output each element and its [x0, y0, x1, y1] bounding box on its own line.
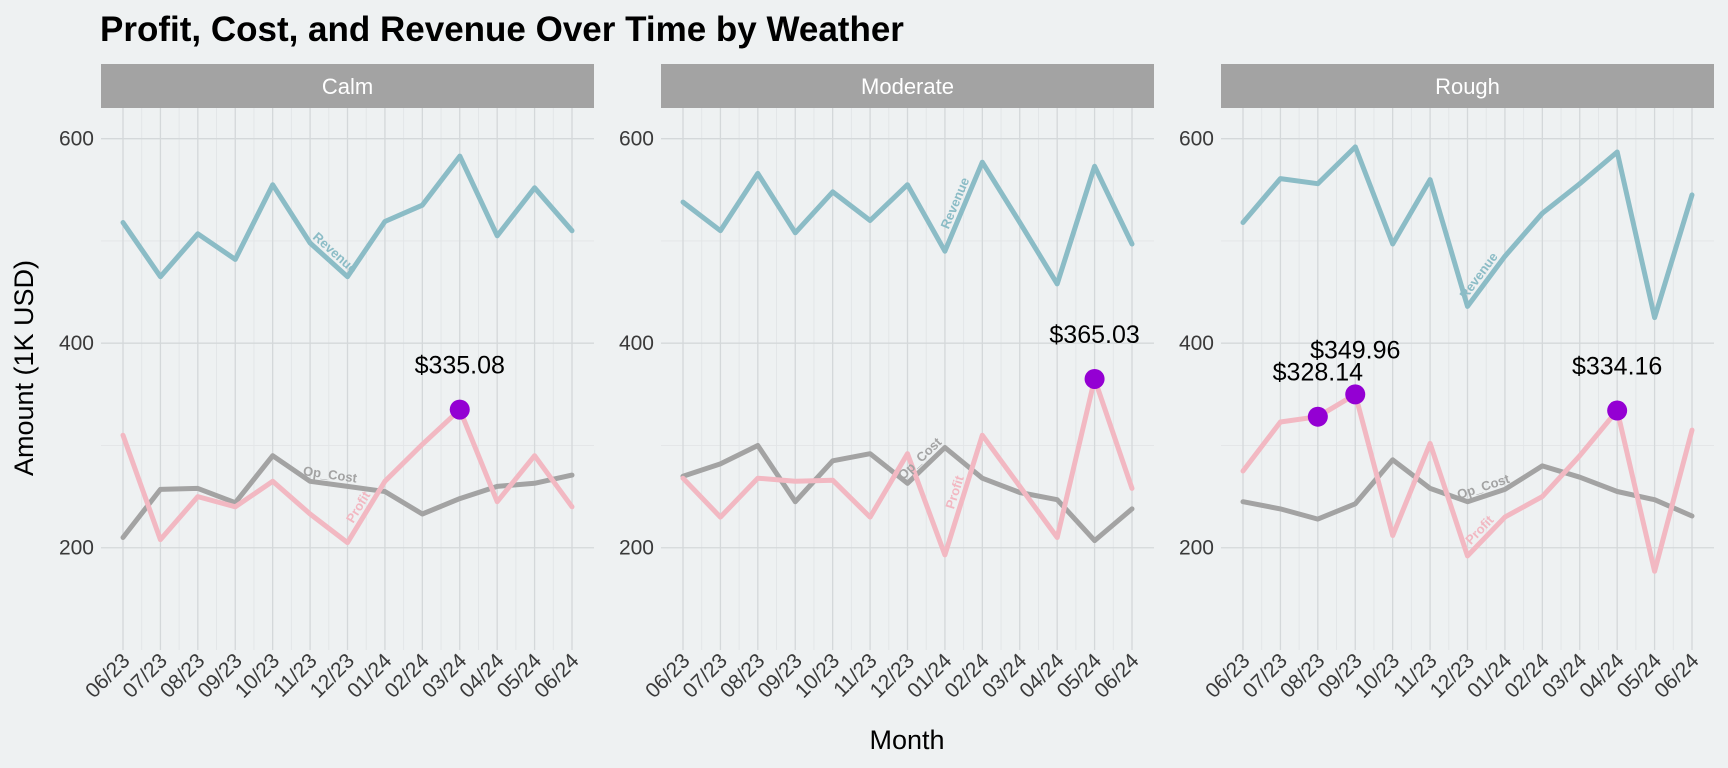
y-tick-label: 200 [1179, 537, 1214, 560]
strip-moderate [661, 64, 1154, 108]
series-line-revenue [1240, 144, 1695, 321]
strip-label-rough: Rough [1435, 74, 1500, 99]
highlight-label: $335.08 [415, 352, 505, 380]
series-line-profit [680, 376, 1135, 558]
x-tick-label: 06/24 [1090, 649, 1144, 703]
highlight-label: $328.14 [1273, 359, 1363, 387]
chart-title: Profit, Cost, and Revenue Over Time by W… [100, 10, 904, 49]
panel-moderate: Moderate20040060006/2307/2308/2309/2310/… [619, 64, 1154, 703]
line-label-op-cost: Op_Cost [302, 463, 358, 485]
y-axis-title: Amount (1K USD) [9, 260, 39, 476]
series-line-op-cost [1240, 457, 1695, 522]
x-tick-label: 10/23 [1351, 649, 1404, 702]
y-tick-label: 600 [59, 128, 94, 151]
x-tick-label: 06/24 [1650, 649, 1704, 703]
facet-panels: Calm20040060006/2307/2308/2309/2310/2311… [59, 64, 1714, 703]
highlight-label: $349.96 [1310, 336, 1400, 364]
highlight-label: $365.03 [1049, 321, 1139, 349]
panel-calm: Calm20040060006/2307/2308/2309/2310/2311… [59, 64, 594, 703]
x-tick-label: 10/23 [231, 649, 284, 702]
y-tick-label: 400 [1179, 332, 1214, 355]
series-line-profit [120, 407, 575, 546]
y-tick-label: 200 [59, 537, 94, 560]
x-tick-label: 06/24 [530, 649, 584, 703]
series-line-revenue [680, 159, 1135, 287]
highlight-point [1345, 384, 1366, 405]
panel-rough: Rough20040060006/2307/2308/2309/2310/231… [1179, 64, 1714, 703]
y-tick-label: 200 [619, 537, 654, 560]
strip-label-moderate: Moderate [861, 74, 954, 99]
y-tick-label: 400 [619, 332, 654, 355]
y-tick-label: 600 [1179, 128, 1214, 151]
highlight-point [449, 399, 470, 420]
series-line-op-cost [680, 443, 1135, 544]
y-tick-label: 600 [619, 128, 654, 151]
x-axis-title: Month [869, 725, 944, 755]
strip-calm [101, 64, 594, 108]
series-line-revenue [120, 153, 575, 280]
highlight-label: $334.16 [1572, 353, 1662, 381]
x-tick-label: 10/23 [791, 649, 844, 702]
y-tick-label: 400 [59, 332, 94, 355]
highlight-point [1607, 400, 1628, 421]
highlight-point [1084, 368, 1105, 389]
highlight-point [1307, 406, 1328, 427]
strip-rough [1221, 64, 1714, 108]
series-line-op-cost [120, 453, 575, 540]
strip-label-calm: Calm [322, 74, 373, 99]
